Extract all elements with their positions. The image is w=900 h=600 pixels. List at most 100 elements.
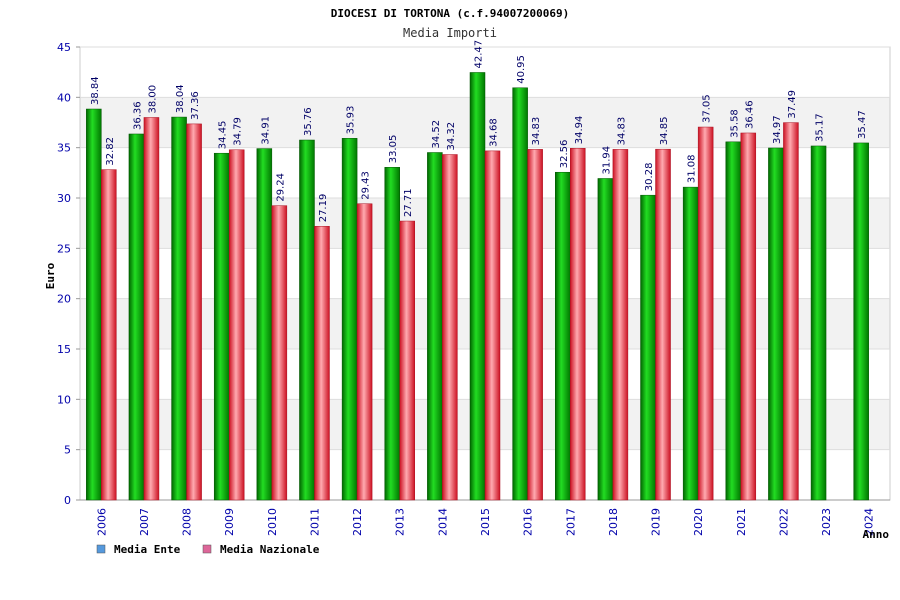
value-label-media-nazionale-2017: 34.94 (574, 116, 585, 145)
bar-media-nazionale-2011 (314, 226, 330, 501)
value-label-media-nazionale-2009: 34.79 (233, 117, 244, 146)
legend-swatch-media-nazionale (202, 544, 212, 554)
y-tick-label: 35 (57, 142, 71, 155)
x-tick-label-2014: 2014 (436, 508, 449, 536)
bar-media-ente-2020 (682, 186, 699, 501)
bar-media-nazionale-2012 (356, 203, 373, 501)
x-tick-label-2015: 2015 (479, 508, 492, 536)
chart-title: DIOCESI DI TORTONA (c.f.94007200069) (331, 7, 569, 20)
bar-media-nazionale-2018 (612, 149, 629, 501)
bar-media-ente-2010 (256, 148, 273, 501)
x-tick-label-2011: 2011 (308, 508, 321, 536)
y-tick-label: 30 (57, 192, 71, 205)
value-label-media-ente-2012: 35.93 (346, 106, 357, 135)
bar-media-nazionale-2007 (143, 117, 160, 501)
x-axis-label: Anno (863, 528, 890, 541)
y-tick-label: 15 (57, 343, 71, 356)
bar-media-ente-2021 (725, 141, 742, 501)
value-label-media-nazionale-2019: 34.85 (659, 117, 670, 146)
value-label-media-ente-2024: 35.47 (857, 110, 868, 139)
y-tick-label: 25 (57, 242, 71, 255)
bar-media-ente-2015 (469, 72, 486, 501)
x-tick-label-2024: 2024 (863, 508, 876, 536)
x-tick-label-2008: 2008 (181, 508, 194, 536)
legend-label-media-nazionale: Media Nazionale (220, 543, 320, 556)
bar-media-nazionale-2013 (399, 220, 415, 501)
y-tick-label: 0 (64, 494, 71, 507)
value-label-media-ente-2006: 38.84 (90, 76, 101, 105)
bar-media-ente-2007 (128, 133, 145, 501)
y-tick-label: 40 (57, 91, 71, 104)
value-label-media-ente-2009: 34.45 (218, 121, 229, 150)
value-label-media-ente-2013: 33.05 (388, 135, 399, 164)
value-label-media-ente-2011: 35.76 (303, 107, 314, 136)
bar-media-nazionale-2006 (101, 169, 117, 501)
chart-subtitle: Media Importi (403, 26, 497, 40)
legend: Media Ente Media Nazionale (96, 543, 320, 556)
x-tick-label-2017: 2017 (564, 508, 577, 536)
bar-media-ente-2009 (213, 152, 230, 501)
bar-media-ente-2011 (299, 139, 315, 501)
x-tick-label-2012: 2012 (351, 508, 364, 536)
bar-media-nazionale-2016 (527, 149, 543, 501)
value-label-media-ente-2016: 40.95 (516, 55, 527, 84)
value-label-media-nazionale-2008: 37.36 (190, 91, 201, 120)
bar-media-nazionale-2022 (783, 122, 799, 501)
value-label-media-ente-2014: 34.52 (431, 120, 442, 149)
y-tick-label: 20 (57, 293, 71, 306)
x-tick-label-2020: 2020 (692, 508, 705, 536)
value-labels: 38.84 32.82 36.36 38.00 38.04 37.36 34.45 34.79… (90, 40, 868, 222)
bar-media-nazionale-2008 (186, 123, 202, 501)
value-label-media-nazionale-2021: 36.46 (744, 100, 755, 129)
bar-media-nazionale-2009 (228, 149, 245, 501)
bar-media-ente-2019 (640, 194, 656, 501)
bar-media-nazionale-2015 (484, 150, 501, 501)
x-tick-label-2022: 2022 (777, 508, 790, 536)
y-tick-label: 45 (57, 41, 71, 54)
value-label-media-nazionale-2006: 32.82 (105, 137, 116, 166)
x-tick-label-2009: 2009 (223, 508, 236, 536)
value-label-media-ente-2010: 34.91 (260, 116, 271, 145)
value-label-media-nazionale-2012: 29.43 (361, 171, 372, 200)
value-label-media-nazionale-2020: 37.05 (702, 94, 713, 123)
value-label-media-nazionale-2007: 38.00 (147, 85, 158, 114)
value-label-media-ente-2017: 32.56 (559, 140, 570, 169)
value-label-media-ente-2019: 30.28 (644, 163, 655, 192)
bar-media-ente-2014 (427, 152, 443, 501)
bar-media-ente-2024 (853, 142, 869, 501)
bar-media-ente-2022 (768, 147, 784, 501)
value-label-media-ente-2023: 35.17 (815, 113, 826, 142)
x-tick-label-2006: 2006 (95, 508, 108, 536)
value-label-media-ente-2020: 31.08 (687, 154, 698, 183)
bar-media-ente-2013 (384, 167, 400, 501)
value-label-media-nazionale-2014: 34.32 (446, 122, 457, 151)
value-label-media-ente-2022: 34.97 (772, 115, 783, 144)
value-label-media-ente-2008: 38.04 (175, 84, 186, 113)
value-label-media-ente-2021: 35.58 (729, 109, 740, 138)
x-tick-label-2007: 2007 (138, 508, 151, 536)
legend-label-media-ente: Media Ente (114, 543, 181, 556)
x-tick-label-2018: 2018 (607, 508, 620, 536)
legend-swatch-media-ente (96, 544, 106, 554)
bar-media-nazionale-2014 (442, 154, 458, 501)
bar-media-ente-2006 (86, 108, 102, 501)
value-label-media-nazionale-2010: 29.24 (275, 173, 286, 202)
bar-media-nazionale-2010 (271, 205, 288, 501)
value-label-media-nazionale-2018: 34.83 (616, 117, 627, 146)
y-axis-label: Euro (44, 262, 57, 289)
bar-media-ente-2016 (512, 87, 528, 501)
x-tick-label-2023: 2023 (820, 508, 833, 536)
bar-media-ente-2018 (597, 178, 614, 501)
bar-media-nazionale-2017 (570, 148, 586, 501)
value-label-media-ente-2018: 31.94 (601, 146, 612, 175)
x-tick-label-2010: 2010 (266, 508, 279, 536)
x-tick-label-2013: 2013 (394, 508, 407, 536)
bar-media-nazionale-2019 (655, 148, 671, 501)
value-label-media-nazionale-2022: 37.49 (787, 90, 798, 119)
bar-media-ente-2012 (341, 138, 358, 501)
value-label-media-nazionale-2016: 34.83 (531, 117, 542, 146)
bar-media-ente-2008 (171, 116, 187, 501)
y-tick-label: 10 (57, 393, 71, 406)
y-tick-label: 5 (64, 444, 71, 457)
